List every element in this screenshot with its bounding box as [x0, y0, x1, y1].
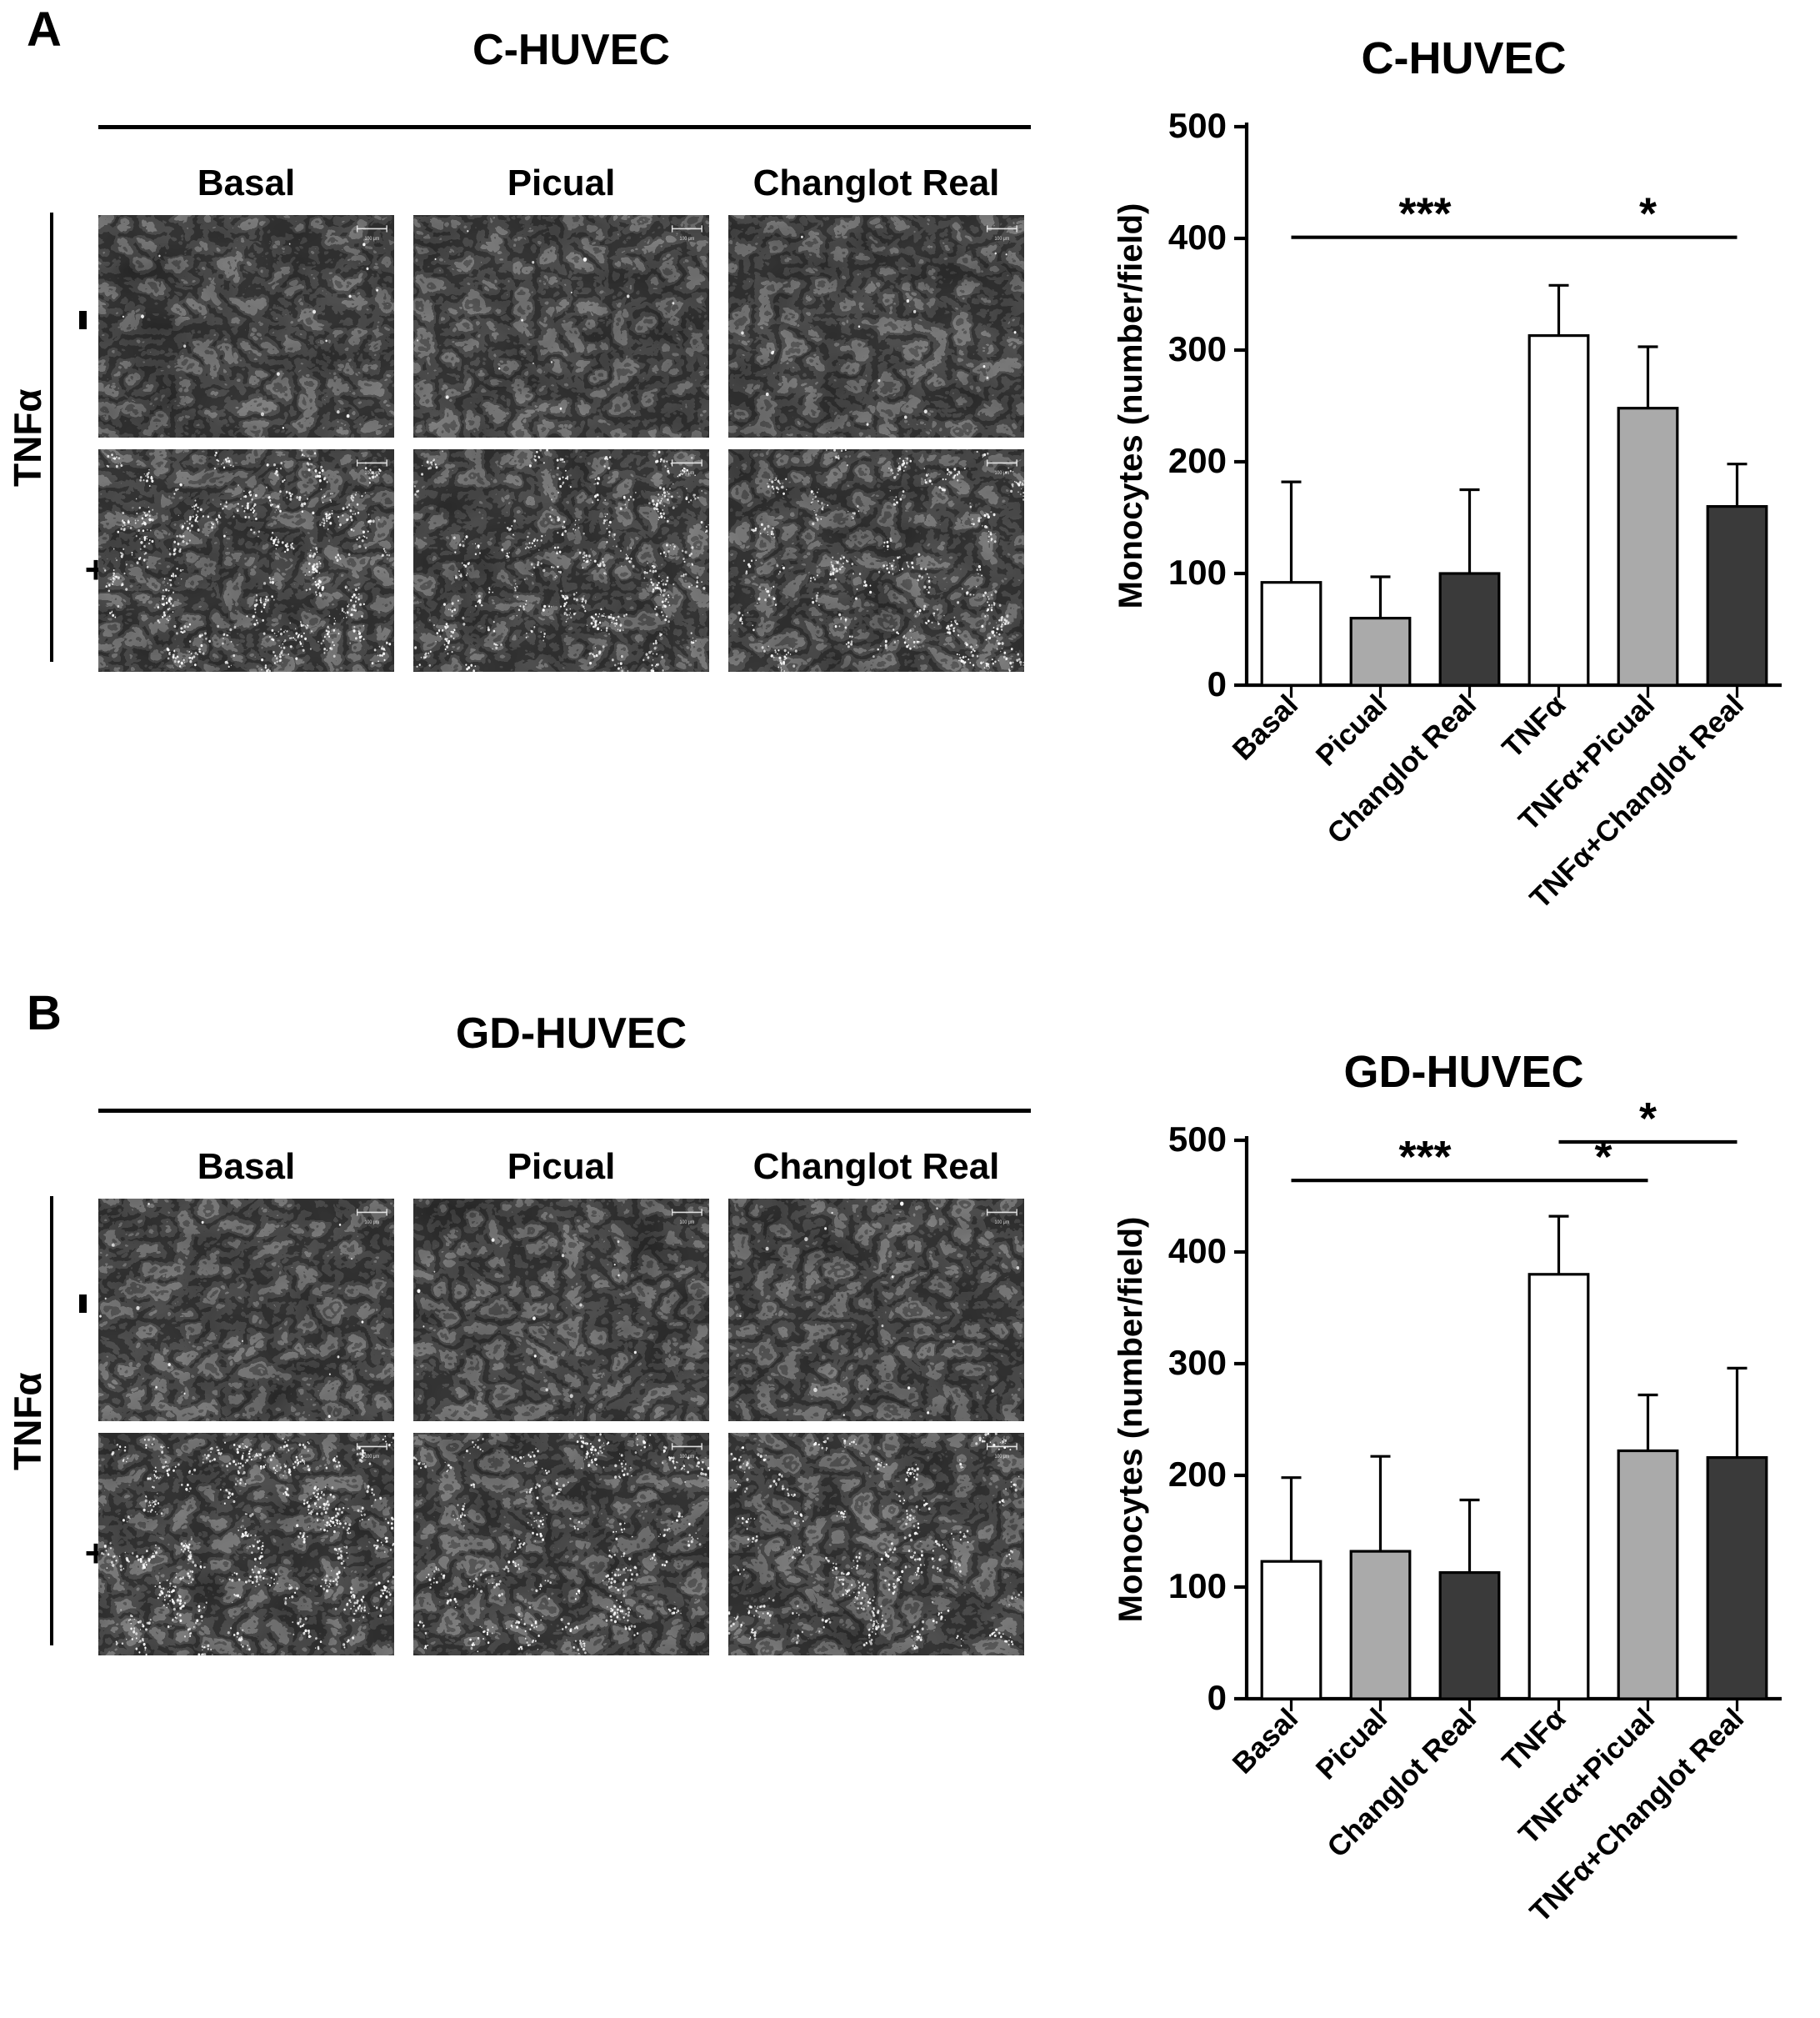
svg-text:Monocytes (number/field): Monocytes (number/field): [1112, 203, 1149, 609]
svg-text:*: *: [1639, 189, 1657, 239]
svg-text:100 μm: 100 μm: [679, 237, 694, 242]
svg-text:***: ***: [1398, 1132, 1451, 1182]
svg-text:Monocytes (number/field): Monocytes (number/field): [1112, 1217, 1149, 1623]
svg-text:100 μm: 100 μm: [679, 1455, 694, 1460]
svg-text:200: 200: [1168, 1455, 1227, 1494]
svg-text:100: 100: [1168, 553, 1227, 592]
svg-text:100 μm: 100 μm: [364, 1220, 379, 1225]
svg-text:100 μm: 100 μm: [679, 471, 694, 476]
svg-text:TNFα: TNFα: [1496, 1702, 1572, 1778]
svg-text:400: 400: [1168, 218, 1227, 257]
svg-text:300: 300: [1168, 1343, 1227, 1382]
svg-text:100: 100: [1168, 1566, 1227, 1605]
svg-text:Picual: Picual: [1310, 1702, 1393, 1785]
svg-text:500: 500: [1168, 1119, 1227, 1159]
svg-text:100 μm: 100 μm: [679, 1220, 694, 1225]
svg-text:200: 200: [1168, 441, 1227, 480]
svg-text:100 μm: 100 μm: [994, 1220, 1009, 1225]
svg-text:300: 300: [1168, 329, 1227, 368]
svg-text:GD-HUVEC: GD-HUVEC: [1343, 1047, 1583, 1097]
svg-text:*: *: [1639, 1094, 1657, 1144]
svg-text:0: 0: [1208, 1678, 1227, 1717]
svg-text:100 μm: 100 μm: [364, 471, 379, 476]
svg-text:100 μm: 100 μm: [364, 237, 379, 242]
svg-text:Basal: Basal: [1227, 689, 1305, 767]
svg-text:100 μm: 100 μm: [994, 471, 1009, 476]
svg-text:***: ***: [1398, 189, 1451, 239]
svg-text:0: 0: [1208, 664, 1227, 704]
svg-text:Picual: Picual: [1310, 689, 1393, 772]
svg-text:TNFα: TNFα: [1496, 689, 1572, 764]
svg-text:Basal: Basal: [1227, 1702, 1305, 1780]
svg-text:500: 500: [1168, 106, 1227, 145]
svg-text:100 μm: 100 μm: [364, 1455, 379, 1460]
svg-text:400: 400: [1168, 1231, 1227, 1270]
svg-text:*: *: [1594, 1132, 1612, 1182]
svg-text:100 μm: 100 μm: [994, 237, 1009, 242]
svg-text:C-HUVEC: C-HUVEC: [1361, 33, 1566, 83]
svg-text:100 μm: 100 μm: [994, 1455, 1009, 1460]
